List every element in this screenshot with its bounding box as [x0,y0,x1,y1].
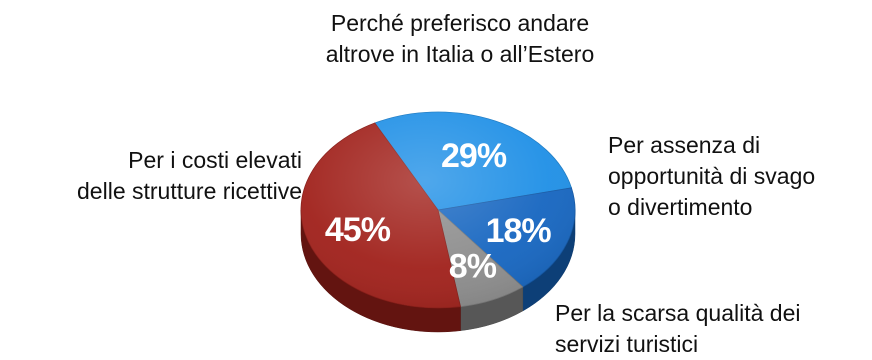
slice-label-servizi: Per la scarsa qualità dei servizi turist… [555,298,865,360]
slice-label-svago-line-1: Per assenza di [608,132,761,158]
slice-label-servizi-line-2: servizi turistici [555,331,699,357]
slice-label-svago-line-2: opportunità di svago [608,163,816,189]
chart-title: Perché preferisco andare altrove in Ital… [280,8,640,70]
pie-value-labels: 29% 18%8% 45% [325,137,553,286]
slice-label-costi-line-2: delle strutture ricettive [77,178,302,204]
slice-label-costi-line-1: Per i costi elevati [128,147,302,173]
slice-label-svago-line-3: o divertimento [608,194,753,220]
chart-title-line-2: altrove in Italia o all’Estero [325,41,595,67]
value-label-svago: 18% [486,212,552,250]
slice-label-costi: Per i costi elevati delle strutture rice… [10,145,302,207]
chart-title-line-1: Perché preferisco andare [330,10,590,36]
value-label-nessuna: 29% [441,137,507,175]
value-label-costi: 45% [325,211,391,249]
slice-label-servizi-line-1: Per la scarsa qualità dei [555,300,801,326]
slice-label-svago: Per assenza di opportunità di svago o di… [608,130,868,223]
value-label-servizi: 8% [449,248,497,286]
pie-top [300,111,576,309]
